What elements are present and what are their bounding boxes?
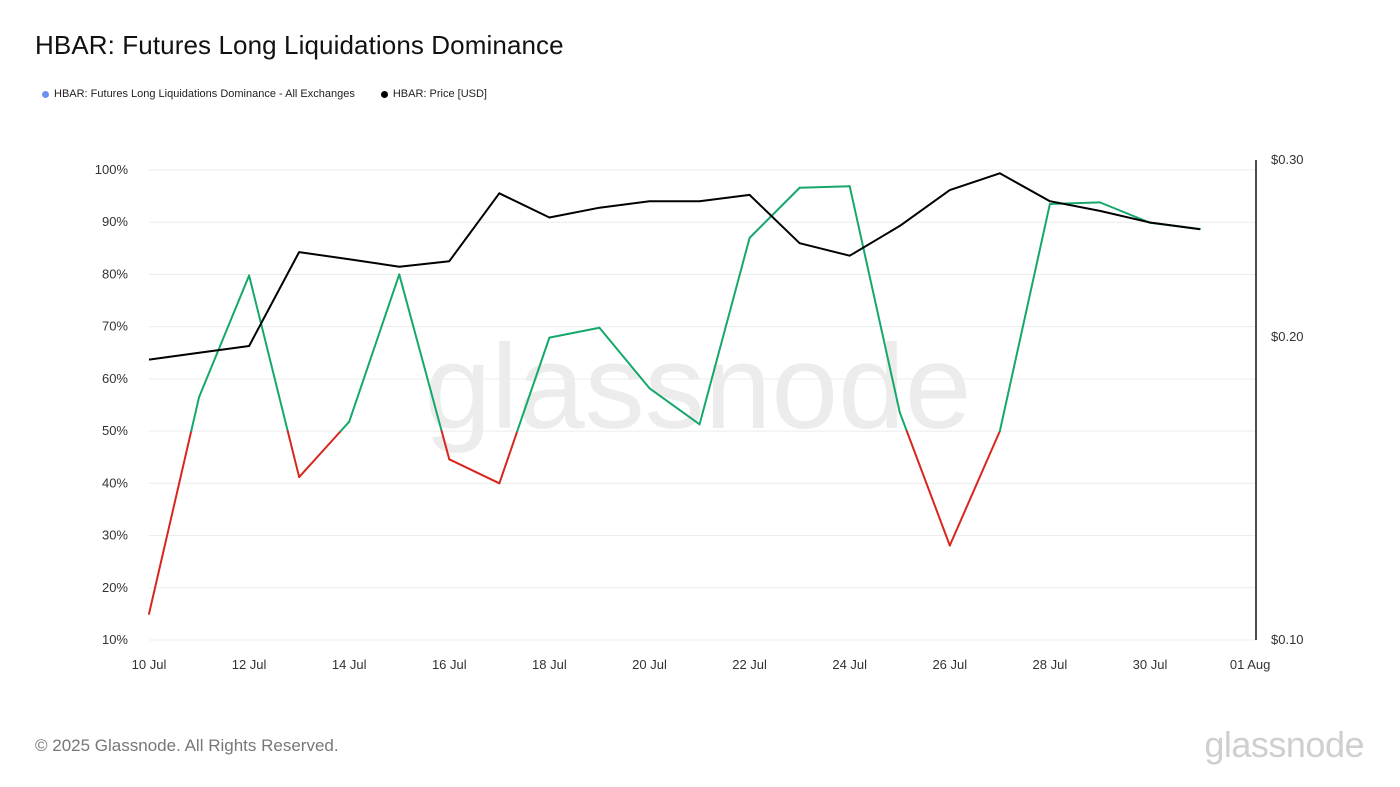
dominance-segment [798,185,851,189]
y-left-tick: 60% [102,371,128,386]
brand-logo[interactable]: glassnode [1204,724,1364,765]
legend-label-dominance: HBAR: Futures Long Liquidations Dominanc… [54,88,355,100]
x-tick: 14 Jul [332,657,367,672]
y-right-tick: $0.30 [1271,152,1304,167]
y-left-tick: 30% [102,528,128,543]
dominance-segment [339,420,351,433]
x-tick: 20 Jul [632,657,667,672]
grid [149,169,1255,641]
dominance-segment [498,430,519,485]
x-tick: 22 Jul [732,657,767,672]
legend-item-dominance[interactable]: HBAR: Futures Long Liquidations Dominanc… [42,88,355,100]
copyright: © 2025 Glassnode. All Rights Reserved. [35,736,339,755]
legend-label-price: HBAR: Price [USD] [392,88,487,100]
dominance-segment [648,387,701,426]
dominance-segment [1098,201,1151,224]
dominance-segment [440,430,451,461]
watermark: glassnode [424,320,971,454]
series-price [148,172,1201,361]
dominance-segment [948,430,1001,547]
legend-item-price[interactable]: HBAR: Price [USD] [380,88,487,100]
y-left-tick: 70% [102,319,128,334]
dominance-segment [698,236,751,426]
price-line [148,172,1201,361]
dominance-segment [516,336,551,433]
y-left-tick: 100% [95,162,129,177]
x-tick: 10 Jul [132,657,167,672]
dominance-segment [348,273,401,423]
y-left-tick: 20% [102,580,128,595]
x-tick: 16 Jul [432,657,467,672]
dominance-segment [248,274,289,433]
x-tick: 12 Jul [232,657,267,672]
chart-title: HBAR: Futures Long Liquidations Dominanc… [35,30,564,60]
dominance-segment [998,202,1051,433]
x-tick: 01 Aug [1230,657,1271,672]
dominance-segment [286,430,301,479]
legend-dot-dominance [42,90,49,98]
dominance-segment [148,430,193,615]
dominance-segment [748,186,801,239]
y-left-tick: 50% [102,423,128,438]
chart-canvas: glassnode 10% 20% 30% 40% 50% 60% 70% 80% 90% 100… [95,152,1304,672]
x-tick: 30 Jul [1133,657,1168,672]
dominance-segment [298,430,342,479]
x-tick: 28 Jul [1033,657,1068,672]
y-left-tick: 10% [102,632,128,647]
y-right-tick: $0.10 [1271,632,1304,647]
x-tick: 26 Jul [932,657,967,672]
dominance-segment [905,430,951,547]
dominance-segment [598,326,651,390]
y-left-tick: 80% [102,266,128,281]
dominance-segment [548,326,601,339]
y-left-tick: 90% [102,214,128,229]
x-tick: 18 Jul [532,657,567,672]
x-tick: 24 Jul [832,657,867,672]
series-dominance [148,185,1202,615]
legend-dot-price [380,90,388,98]
dominance-segment [448,458,501,485]
axes: 10% 20% 30% 40% 50% 60% 70% 80% 90% 100% $0.10 $0.2… [95,152,1304,672]
dominance-segment [198,274,251,399]
y-left-tick: 40% [102,475,128,490]
dominance-segment [848,185,901,414]
legend: HBAR: Futures Long Liquidations Dominanc… [42,88,487,100]
dominance-segment [398,273,443,433]
y-right-tick: $0.20 [1271,329,1304,344]
dominance-segment [898,411,908,433]
dominance-segment [190,396,201,433]
